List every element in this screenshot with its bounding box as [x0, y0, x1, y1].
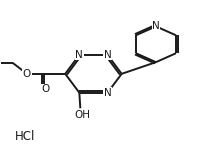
Text: OH: OH — [74, 110, 90, 120]
Text: N: N — [75, 50, 83, 60]
Text: N: N — [103, 50, 111, 60]
Text: N: N — [103, 88, 111, 98]
Text: O: O — [23, 69, 31, 79]
Text: O: O — [41, 84, 49, 94]
Text: HCl: HCl — [15, 130, 35, 143]
Text: N: N — [151, 21, 159, 31]
